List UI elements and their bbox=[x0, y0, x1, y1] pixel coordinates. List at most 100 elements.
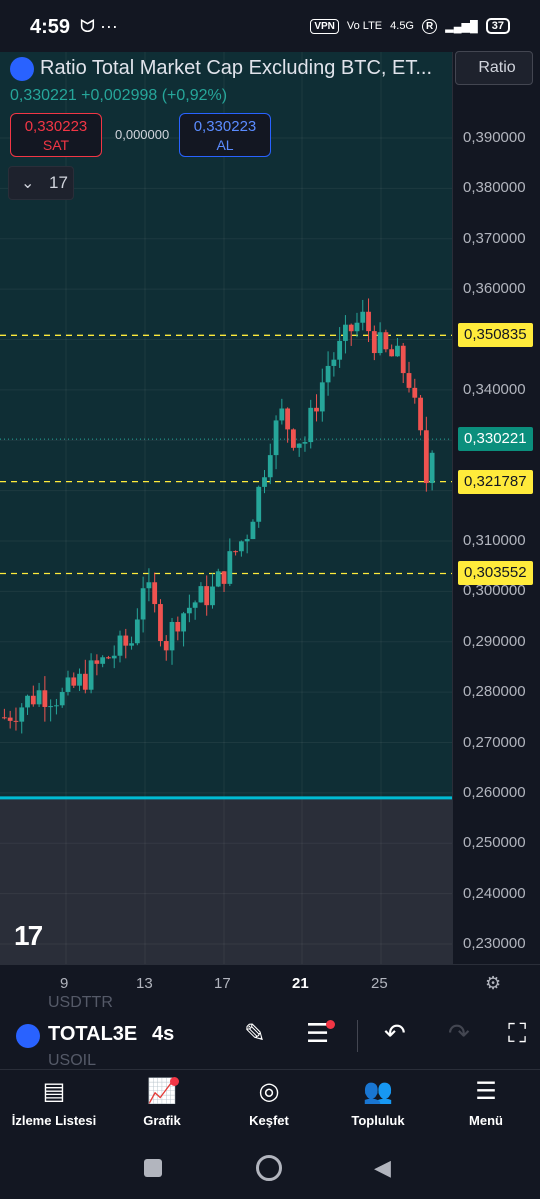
candle-body bbox=[106, 657, 111, 659]
price-change-line: 0,330221 +0,002998 (+0,92%) bbox=[10, 87, 228, 104]
symbol-logo-icon bbox=[16, 1024, 40, 1048]
status-bar: 4:59 ᗢ ··· VPN Vo LTE 4.5G R ▂▄▆█ 37 bbox=[0, 0, 540, 52]
candle-body bbox=[88, 660, 94, 690]
time-label-current: 21 bbox=[292, 975, 309, 992]
indicators-icon[interactable]: ☰ bbox=[306, 1018, 330, 1048]
candle-body bbox=[181, 613, 186, 632]
time-axis[interactable]: 9 13 17 21 25 ⚙ bbox=[0, 964, 540, 1000]
compass-icon: ◎ bbox=[258, 1078, 280, 1105]
candle-body bbox=[82, 673, 88, 690]
chart-badge bbox=[170, 1077, 179, 1086]
fullscreen-icon[interactable]: ⛶ bbox=[508, 1018, 527, 1048]
nav-explore[interactable]: ◎ Keşfet bbox=[219, 1077, 319, 1128]
level-low-badge: 0,303552 bbox=[458, 561, 533, 586]
bottom-navigation: ▤ İzleme Listesi 📈 Grafik ◎ Keşfet 👥 Top… bbox=[0, 1071, 540, 1137]
candle-body bbox=[308, 407, 314, 443]
candle-body bbox=[100, 657, 106, 664]
bottom-toolbar: USDTTR TOTAL3E USOIL 4s ✎ ☰ ↶ ↷ ⛶ bbox=[0, 994, 540, 1070]
nav-chart[interactable]: 📈 Grafik bbox=[112, 1077, 212, 1128]
candle-body bbox=[152, 582, 158, 605]
candle-body bbox=[129, 643, 134, 646]
candle-body bbox=[296, 443, 302, 448]
candle-body bbox=[273, 420, 279, 456]
redo-icon[interactable]: ↷ bbox=[448, 1018, 470, 1048]
candle-body bbox=[169, 621, 175, 651]
nav-community[interactable]: 👥 Topluluk bbox=[328, 1077, 428, 1128]
android-nav-bar: ◀ bbox=[0, 1137, 540, 1199]
candle-body bbox=[198, 586, 204, 603]
candle-body bbox=[250, 521, 256, 540]
toolbar-divider bbox=[357, 1020, 358, 1052]
drawing-tools-icon[interactable]: ✎ bbox=[244, 1018, 266, 1048]
candle-body bbox=[7, 717, 13, 721]
nav-label: Menü bbox=[469, 1113, 503, 1128]
price-scale-label: 0,230000 bbox=[463, 935, 526, 952]
ratio-scale-button[interactable]: Ratio bbox=[455, 51, 533, 85]
price-scale-label: 0,370000 bbox=[463, 229, 526, 247]
nav-menu[interactable]: ☰ Menü bbox=[436, 1077, 536, 1128]
sell-price: 0,330223 bbox=[24, 118, 88, 135]
candle-body bbox=[13, 720, 19, 722]
menu-icon: ☰ bbox=[475, 1078, 497, 1105]
candle-body bbox=[302, 442, 308, 444]
symbol-selector[interactable]: TOTAL3E bbox=[48, 1023, 138, 1045]
candle-body bbox=[186, 607, 192, 614]
nav-label: Keşfet bbox=[249, 1113, 289, 1128]
back-button[interactable]: ◀ bbox=[374, 1155, 391, 1180]
candle-body bbox=[418, 397, 423, 431]
price-scale-label: 0,390000 bbox=[463, 129, 526, 146]
chevron-down-icon: ⌄ bbox=[21, 175, 35, 192]
candle-body bbox=[77, 673, 82, 686]
symbol-ghost-above: USDTTR bbox=[48, 994, 113, 1011]
recents-button[interactable] bbox=[144, 1159, 162, 1177]
buy-button[interactable]: 0,330223 AL bbox=[179, 113, 271, 157]
candle-body bbox=[331, 359, 337, 366]
candle-body bbox=[204, 586, 210, 606]
candle-body bbox=[2, 717, 7, 719]
candle-body bbox=[348, 324, 354, 332]
candle-body bbox=[65, 677, 71, 692]
candle-body bbox=[42, 690, 48, 707]
candle-body bbox=[291, 429, 296, 448]
tradingview-logo: 17 bbox=[14, 920, 43, 951]
candle-body bbox=[221, 571, 227, 584]
candle-body bbox=[383, 332, 389, 350]
candle-body bbox=[25, 695, 30, 708]
time-label: 17 bbox=[214, 975, 231, 992]
price-scale[interactable]: 0,390000 0,380000 0,370000 0,360000 0,340000… bbox=[452, 52, 540, 964]
level-mid-badge: 0,321787 bbox=[458, 469, 533, 494]
price-scale-label: 0,310000 bbox=[463, 532, 526, 549]
candle-body bbox=[192, 602, 198, 608]
indicator-count: 17 bbox=[49, 173, 68, 192]
candle-body bbox=[140, 588, 146, 620]
candle-body bbox=[366, 311, 371, 332]
sell-button[interactable]: 0,330223 SAT bbox=[10, 113, 102, 157]
buy-label: AL bbox=[216, 137, 234, 153]
time-label: 9 bbox=[60, 975, 69, 992]
candle-body bbox=[325, 365, 331, 383]
buy-price: 0,330223 bbox=[193, 118, 257, 135]
symbol-title[interactable]: Ratio Total Market Cap Excluding BTC, ET… bbox=[40, 57, 433, 79]
nav-watchlist[interactable]: ▤ İzleme Listesi bbox=[4, 1077, 104, 1128]
candle-body bbox=[406, 373, 412, 388]
price-scale-label: 0,340000 bbox=[463, 380, 526, 398]
candle-body bbox=[54, 705, 59, 707]
interval-selector[interactable]: 4s bbox=[152, 1023, 175, 1045]
r-badge-icon: R bbox=[422, 18, 438, 34]
chart-settings-icon[interactable]: ⚙ bbox=[485, 973, 502, 993]
candle-body bbox=[389, 349, 395, 357]
candle-body bbox=[238, 541, 244, 552]
indicators-collapse-button[interactable]: ⌄ 17 bbox=[8, 166, 74, 200]
price-chart[interactable] bbox=[0, 52, 452, 964]
undo-icon[interactable]: ↶ bbox=[384, 1018, 406, 1048]
sell-label: SAT bbox=[42, 137, 70, 153]
network-label: 4.5G bbox=[390, 20, 414, 32]
signal-icon: ▂▄▆█ bbox=[445, 20, 478, 33]
vpn-icon: VPN bbox=[310, 18, 339, 34]
chart-area[interactable] bbox=[0, 52, 452, 964]
candle-body bbox=[267, 455, 273, 478]
home-button[interactable] bbox=[256, 1155, 282, 1181]
candle-body bbox=[319, 382, 325, 412]
price-scale-label: 0,290000 bbox=[463, 632, 526, 650]
candle-body bbox=[262, 477, 267, 487]
